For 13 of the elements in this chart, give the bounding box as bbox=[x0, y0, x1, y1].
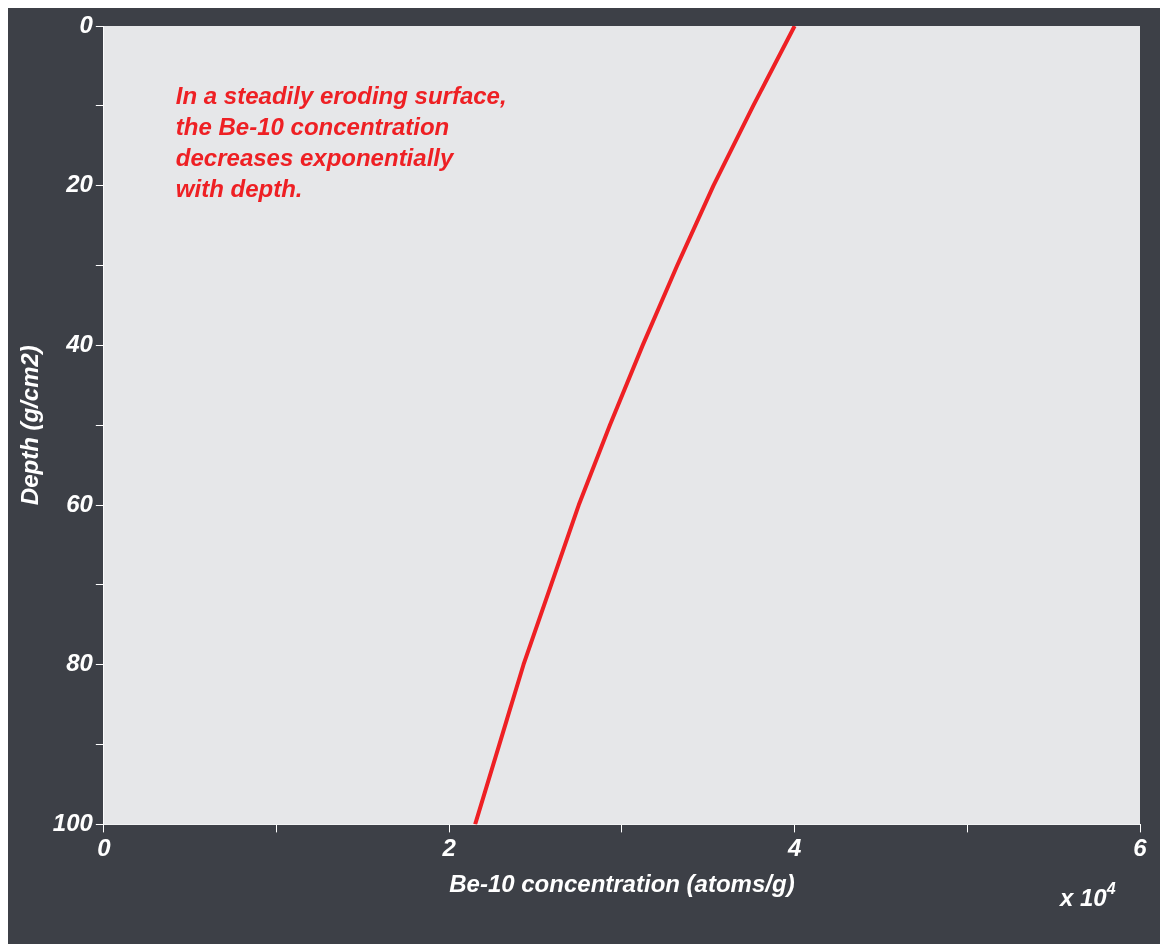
y-tick-label: 20 bbox=[65, 170, 94, 198]
x-tick-label: 4 bbox=[786, 834, 802, 862]
y-axis-title: Depth (g/cm2) bbox=[16, 345, 44, 506]
x-tick-label: 2 bbox=[441, 834, 457, 862]
y-tick-label: 40 bbox=[65, 329, 94, 357]
x-axis-title: Be-10 concentration (atoms/g) bbox=[449, 870, 795, 898]
y-tick-label: 60 bbox=[66, 489, 94, 517]
x-tick-label: 6 bbox=[1133, 834, 1148, 862]
annotation: In a steadily eroding surface, the Be-10 concentration decreases exponentially with depth. bbox=[175, 82, 507, 202]
y-tick-label: 0 bbox=[79, 10, 94, 38]
x-tick-label: 0 bbox=[97, 834, 112, 862]
y-tick-label: 100 bbox=[52, 809, 94, 837]
y-tick-label: 80 bbox=[66, 649, 94, 677]
